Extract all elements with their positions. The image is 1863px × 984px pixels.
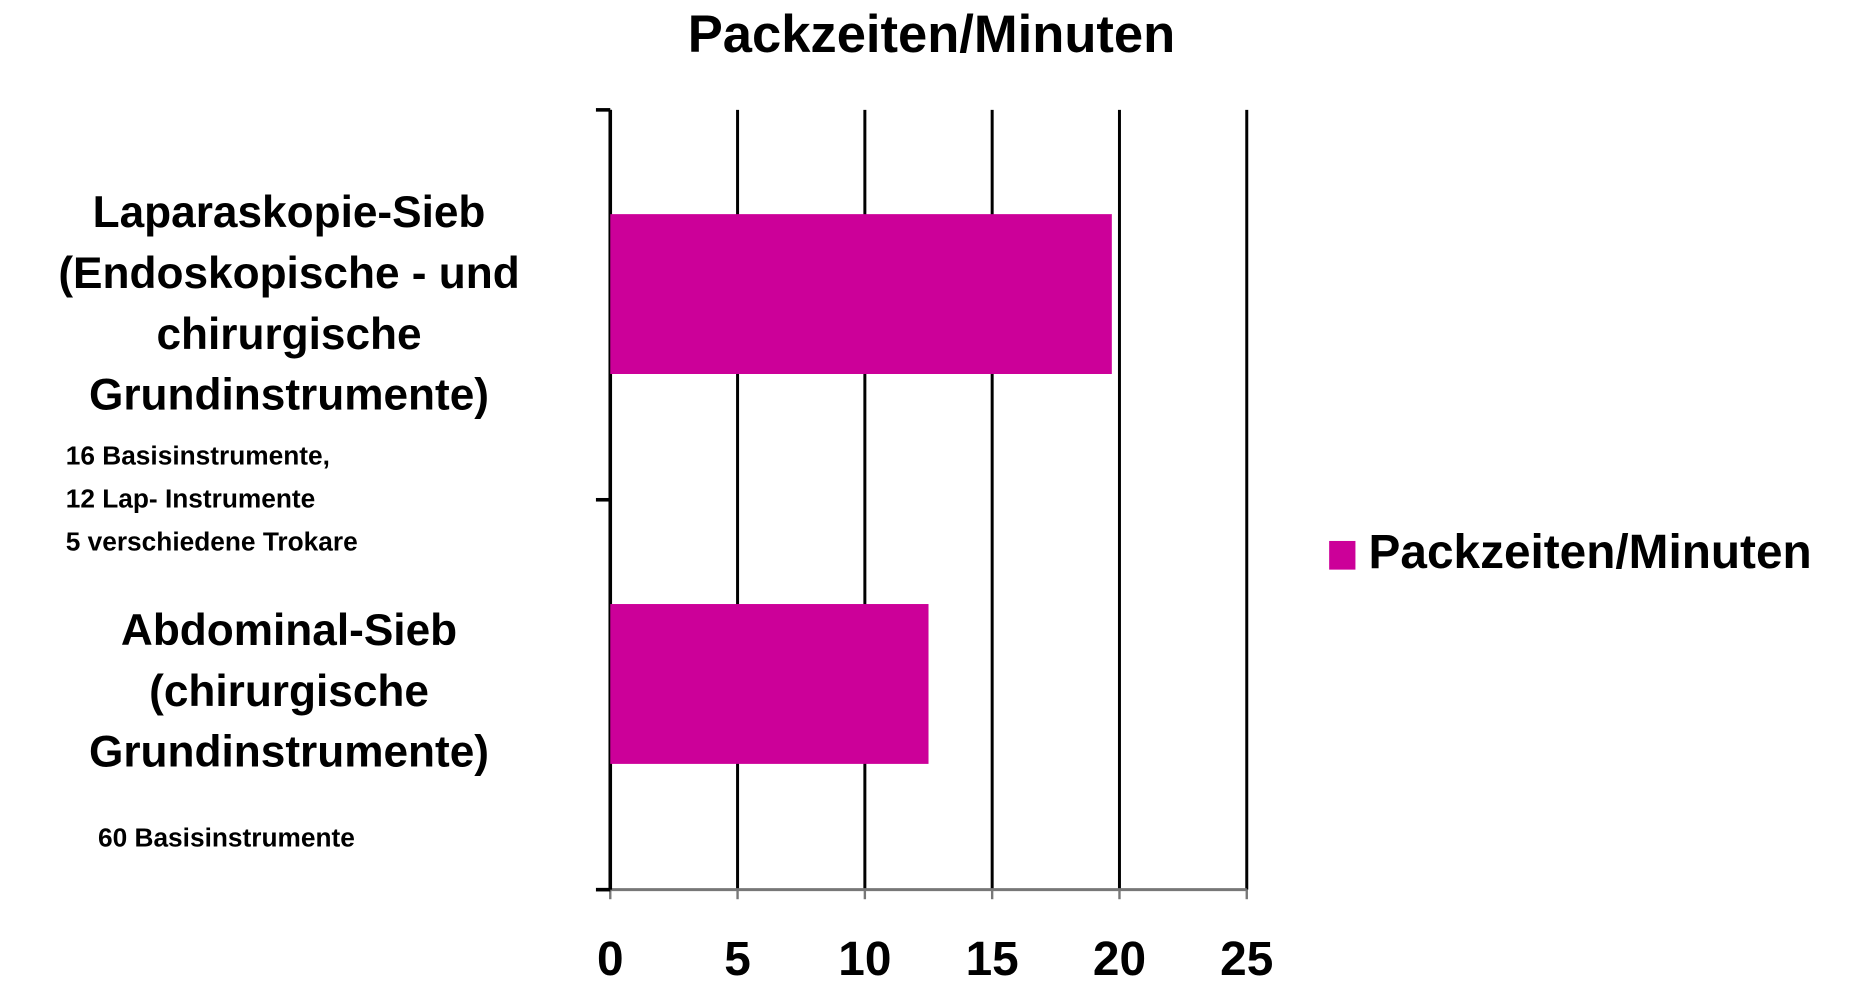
x-tick-label: 10: [838, 933, 891, 984]
legend-label: Packzeiten/Minuten: [1369, 526, 1812, 579]
x-tick-label: 5: [724, 933, 751, 984]
x-tick-label: 15: [966, 933, 1019, 984]
category-label: Laparaskopie-Sieb (Endoskopische - und chi…: [58, 188, 519, 420]
legend-swatch: [1329, 540, 1356, 570]
annotation: 60 Basisinstrumente: [98, 822, 355, 852]
category-label: Abdominal-Sieb (chirurgische Grundinstrume…: [89, 606, 489, 777]
chart-title: Packzeiten/Minuten: [688, 5, 1175, 64]
x-tick-label: 20: [1093, 933, 1146, 984]
bar: [610, 604, 929, 764]
x-tick-label: 0: [597, 933, 624, 984]
annotation: 16 Basisinstrumente, 12 Lap- Instrumente 5…: [66, 440, 358, 556]
x-tick-label: 25: [1220, 933, 1273, 984]
bar: [610, 214, 1112, 374]
